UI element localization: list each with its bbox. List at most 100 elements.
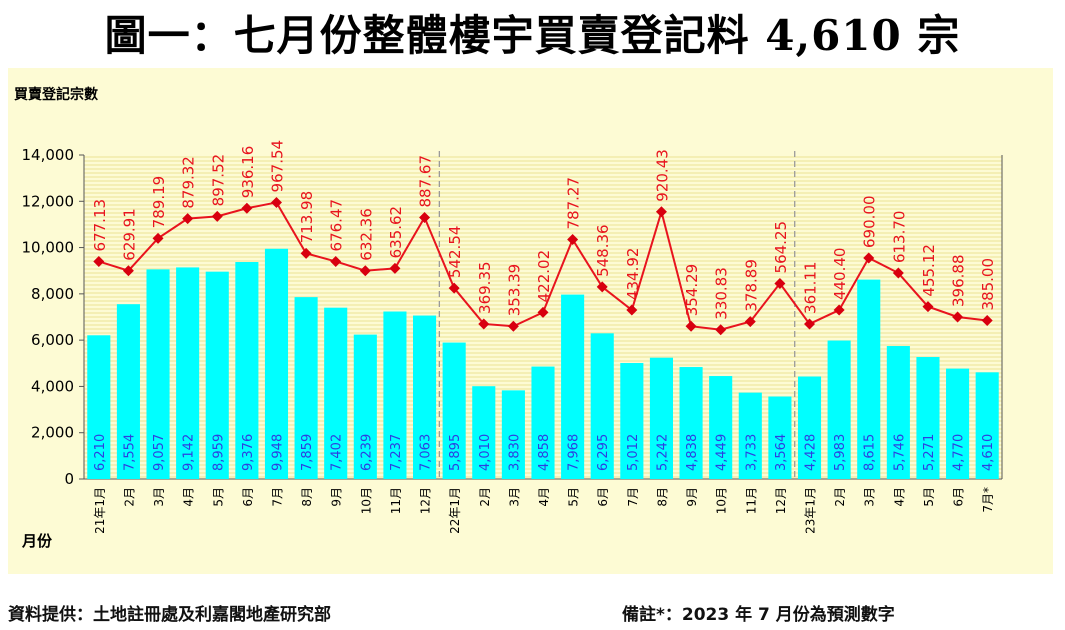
line-marker (744, 316, 756, 328)
bar (205, 271, 229, 479)
x-tick-label: 21年1月 (93, 487, 107, 534)
x-tick-label: 10月 (715, 487, 729, 514)
line-value-label: 369.35 (476, 261, 494, 314)
bar-value-label: 5,012 (626, 434, 641, 471)
bar (264, 248, 289, 479)
bar-value-label: 3,830 (507, 434, 522, 471)
line-value-label: 632.36 (357, 208, 375, 261)
line-value-label: 879.32 (180, 156, 198, 209)
x-tick-label: 7月 (626, 487, 640, 507)
x-tick-label: 4月 (892, 487, 906, 507)
x-tick-label: 3月 (507, 487, 521, 507)
x-tick-label: 6月 (952, 487, 966, 507)
bar-value-label: 6,295 (596, 434, 611, 471)
bar-value-label: 7,063 (419, 434, 434, 471)
bar-value-label: 5,271 (922, 434, 937, 471)
x-tick-label: 2月 (478, 487, 492, 507)
bar (146, 269, 170, 479)
bar-value-label: 4,010 (478, 434, 493, 471)
bar (797, 376, 822, 479)
bar-value-label: 4,610 (981, 434, 996, 471)
x-tick-label: 3月 (152, 487, 166, 507)
bar-value-label: 5,895 (448, 434, 463, 471)
bar-value-label: 7,554 (122, 434, 137, 471)
bar-value-label: 5,746 (892, 434, 907, 471)
line-marker (537, 306, 549, 318)
bar-value-label: 4,449 (715, 434, 730, 471)
line-marker (389, 262, 401, 274)
bar-value-label: 9,376 (241, 434, 256, 471)
y-tick-label: 10,000 (22, 239, 75, 257)
line-value-label: 676.47 (328, 199, 346, 252)
bar-value-label: 7,859 (300, 434, 315, 471)
bar (590, 333, 614, 479)
source-note: 資料提供：土地註冊處及利嘉閣地產研究部 (8, 605, 331, 625)
x-tick-label: 11月 (744, 487, 758, 514)
bar (472, 386, 496, 479)
x-tick-label: 2月 (122, 487, 136, 507)
line-value-label: 361.11 (802, 261, 820, 314)
x-tick-label: 12月 (774, 487, 788, 514)
bar (412, 315, 437, 479)
line-marker (152, 232, 164, 244)
bar (857, 279, 881, 479)
bar-value-label: 6,210 (93, 434, 108, 471)
line-marker (359, 265, 371, 277)
line-marker (892, 267, 904, 279)
bar (176, 267, 200, 479)
line-value-label: 354.29 (683, 264, 701, 317)
x-tick-label: 6月 (596, 487, 610, 507)
line-marker (182, 213, 194, 225)
bar-value-label: 3,564 (774, 434, 789, 471)
line-marker (922, 301, 934, 313)
forecast-note: 備註*：2023 年 7 月份為預測數字 (622, 605, 895, 625)
line-marker (507, 320, 519, 332)
line-marker (211, 210, 223, 222)
line-value-label: 677.13 (91, 199, 109, 252)
line-marker (863, 252, 875, 264)
line-value-label: 690.00 (861, 195, 879, 248)
x-tick-label: 6月 (241, 487, 255, 507)
line-marker (567, 233, 579, 245)
line-value-label: 378.89 (742, 259, 760, 312)
bar (709, 376, 733, 479)
page-title: 圖一：七月份整體樓宇買賣登記料 4,610 宗 (104, 11, 961, 60)
line-value-label: 629.91 (120, 208, 138, 261)
line-value-label: 789.19 (150, 176, 168, 229)
line-value-label: 455.12 (920, 244, 938, 297)
bar-value-label: 9,948 (270, 434, 285, 471)
y-tick-label: 0 (64, 470, 74, 488)
bar-value-label: 5,242 (655, 434, 670, 471)
bar-value-label: 3,733 (744, 434, 759, 471)
bar (946, 368, 970, 479)
y-axis-label: 買賣登記宗數 (14, 87, 98, 103)
x-tick-label: 2月 (833, 487, 847, 507)
bar-value-label: 4,770 (952, 434, 967, 471)
x-tick-label: 9月 (330, 487, 344, 507)
line-value-label: 385.00 (979, 258, 997, 311)
bar (383, 311, 407, 479)
line-marker (596, 281, 608, 293)
line-marker (419, 211, 431, 223)
x-tick-label: 7月 (270, 487, 284, 507)
line-marker (448, 282, 460, 294)
line-value-label: 330.83 (713, 267, 731, 320)
x-tick-label: 5月 (567, 487, 581, 507)
line-marker (952, 311, 964, 323)
line-marker (833, 304, 845, 316)
line-value-label: 434.92 (624, 248, 642, 301)
bar-value-label: 4,858 (537, 434, 552, 471)
x-tick-label: 8月 (300, 487, 314, 507)
bar (294, 297, 318, 479)
x-axis-label: 月份 (22, 532, 53, 550)
line-value-label: 897.52 (209, 154, 227, 207)
x-tick-label: 4月 (537, 487, 551, 507)
x-tick-label: 23年1月 (804, 487, 818, 534)
y-tick-label: 12,000 (22, 192, 75, 210)
x-tick-label: 22年1月 (448, 487, 462, 534)
x-tick-label: 10月 (359, 487, 373, 514)
line-value-label: 440.40 (831, 248, 849, 301)
line-value-label: 936.16 (239, 146, 257, 199)
bar (116, 304, 140, 479)
x-tick-label: 3月 (863, 487, 877, 507)
